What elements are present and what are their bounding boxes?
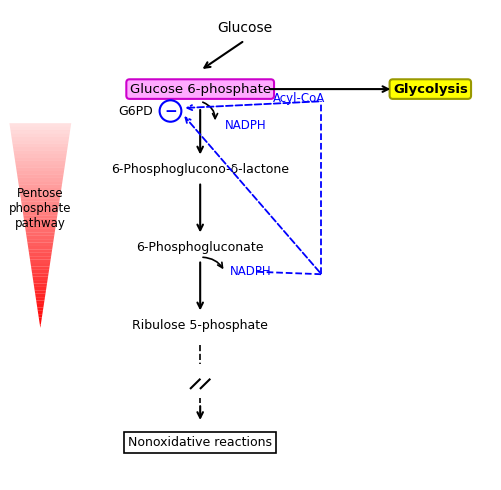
Polygon shape [29, 249, 52, 253]
Text: Acyl-CoA: Acyl-CoA [273, 92, 325, 105]
Text: −: − [164, 103, 177, 119]
Polygon shape [32, 273, 49, 277]
Text: NADPH: NADPH [230, 265, 272, 278]
Polygon shape [27, 236, 54, 239]
Polygon shape [33, 277, 48, 280]
Polygon shape [13, 147, 68, 150]
Text: 6-Phosphogluconate: 6-Phosphogluconate [136, 241, 264, 254]
Polygon shape [32, 270, 49, 273]
Polygon shape [31, 263, 50, 267]
Polygon shape [21, 198, 60, 202]
Polygon shape [40, 324, 41, 328]
Polygon shape [25, 222, 56, 225]
Polygon shape [21, 202, 60, 205]
Polygon shape [24, 215, 57, 219]
Polygon shape [29, 253, 52, 256]
Polygon shape [23, 212, 58, 215]
Polygon shape [17, 174, 64, 178]
Polygon shape [16, 168, 65, 171]
Polygon shape [36, 297, 45, 300]
Polygon shape [12, 137, 69, 140]
Polygon shape [14, 154, 67, 157]
Polygon shape [24, 219, 57, 222]
Polygon shape [20, 195, 61, 198]
Text: Glucose: Glucose [217, 21, 272, 35]
Polygon shape [13, 144, 68, 147]
Text: NADPH: NADPH [225, 119, 267, 132]
Polygon shape [39, 318, 42, 321]
Polygon shape [38, 314, 43, 318]
Polygon shape [38, 311, 43, 314]
Polygon shape [31, 267, 50, 270]
Polygon shape [22, 205, 59, 208]
Polygon shape [10, 126, 71, 130]
Polygon shape [19, 185, 62, 188]
Polygon shape [17, 171, 64, 174]
Polygon shape [14, 150, 67, 154]
Polygon shape [22, 208, 58, 212]
Text: Ribulose 5-phosphate: Ribulose 5-phosphate [132, 319, 268, 332]
Polygon shape [37, 307, 44, 311]
Polygon shape [16, 164, 65, 168]
Polygon shape [39, 321, 42, 324]
Polygon shape [11, 133, 70, 137]
Polygon shape [18, 178, 63, 181]
Polygon shape [34, 284, 47, 287]
Text: Nonoxidative reactions: Nonoxidative reactions [128, 436, 272, 449]
Text: 6-Phosphoglucono-δ-lactone: 6-Phosphoglucono-δ-lactone [111, 163, 289, 176]
Polygon shape [26, 232, 55, 236]
Polygon shape [18, 181, 63, 185]
Polygon shape [15, 157, 66, 161]
Polygon shape [10, 123, 71, 126]
Polygon shape [36, 300, 45, 304]
Polygon shape [33, 280, 48, 284]
Text: Pentose
phosphate
pathway: Pentose phosphate pathway [9, 187, 72, 230]
Circle shape [160, 100, 181, 122]
Polygon shape [37, 304, 44, 307]
Polygon shape [34, 287, 47, 290]
Polygon shape [15, 161, 66, 164]
Polygon shape [35, 290, 46, 294]
Polygon shape [28, 246, 53, 249]
Text: G6PD: G6PD [118, 104, 153, 118]
Text: Glucose 6-phosphate: Glucose 6-phosphate [130, 83, 271, 96]
Polygon shape [12, 140, 69, 144]
Polygon shape [20, 192, 61, 195]
Polygon shape [26, 229, 55, 232]
Polygon shape [30, 260, 51, 263]
Polygon shape [28, 243, 53, 246]
Polygon shape [25, 225, 56, 229]
Polygon shape [11, 130, 70, 133]
Polygon shape [35, 294, 46, 297]
Polygon shape [27, 239, 54, 243]
Polygon shape [30, 256, 51, 260]
Text: Glycolysis: Glycolysis [393, 83, 468, 96]
Polygon shape [19, 188, 62, 192]
